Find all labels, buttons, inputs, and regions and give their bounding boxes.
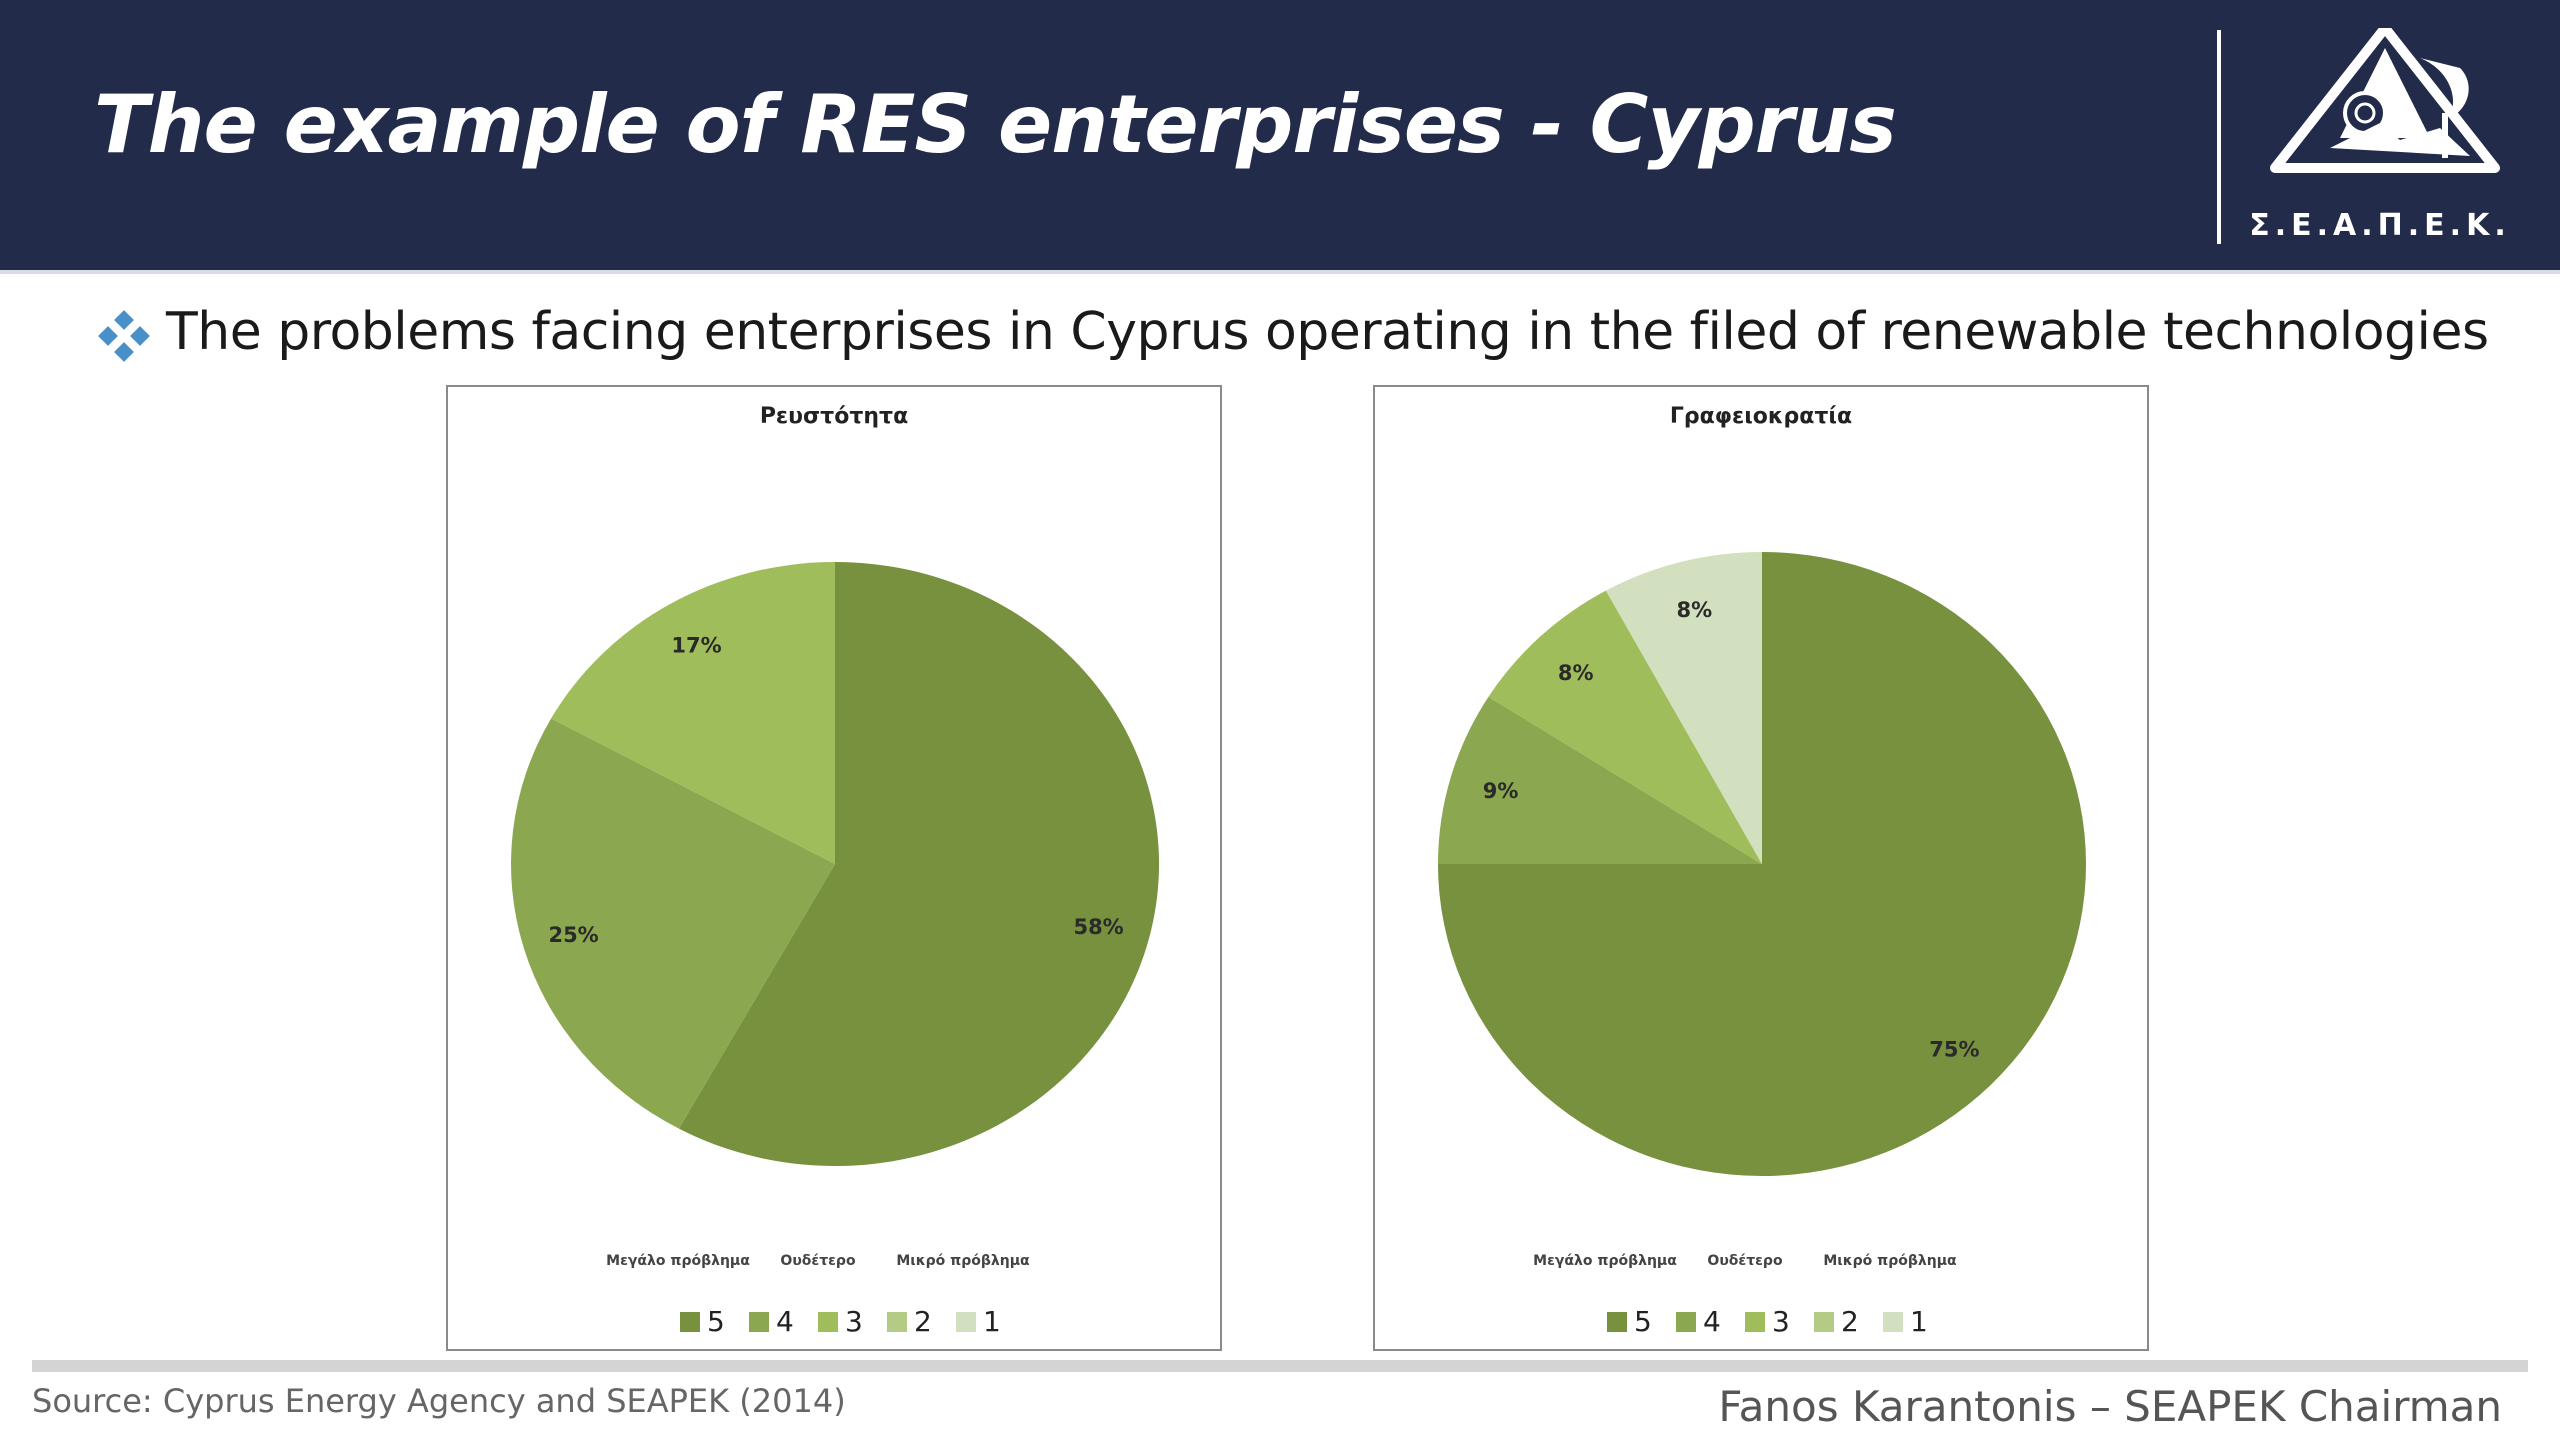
legend-label: 1: [1910, 1305, 1928, 1338]
legend-swatch-3: [1745, 1312, 1765, 1332]
chart-panel-bureaucracy: Γραφειοκρατία 75% 9% 8% 8% Μεγάλο πρόβλημα Ουδ…: [1373, 385, 2149, 1351]
pie-slice-3: [551, 562, 835, 864]
legend-swatch-4: [749, 1312, 769, 1332]
footer-rule: [32, 1360, 2528, 1372]
header-underline: [0, 270, 2560, 274]
scale-label: Μικρό πρόβλημα: [896, 1253, 1030, 1269]
legend-label: 2: [1841, 1305, 1859, 1338]
legend-swatch-3: [818, 1312, 838, 1332]
legend-label: 3: [845, 1305, 863, 1338]
pie-chart-bureaucracy: Γραφειοκρατία 75% 9% 8% 8% Μεγάλο πρόβλημα Ουδ…: [1438, 404, 2086, 1338]
scale-label: Μεγάλο πρόβλημα: [606, 1253, 750, 1269]
legend-swatch-2: [887, 1312, 907, 1332]
slide-title: The example of RES enterprises - Cyprus: [94, 78, 1897, 171]
chart-title: Ρευστότητα: [760, 404, 908, 429]
pie-slice-4: [511, 718, 835, 1129]
scale-label: Μικρό πρόβλημα: [1823, 1253, 1957, 1269]
scale-label: Ουδέτερο: [780, 1253, 856, 1269]
legend-label: 4: [1703, 1305, 1721, 1338]
author-credit: Fanos Karantonis – SEAPEK Chairman: [1718, 1382, 2502, 1431]
legend-swatch-5: [680, 1312, 700, 1332]
diamond-cluster-icon: [98, 310, 150, 362]
legend-label: 2: [914, 1305, 932, 1338]
legend-swatch-1: [1883, 1312, 1903, 1332]
data-label: 9%: [1483, 779, 1519, 803]
legend-swatch-5: [1607, 1312, 1627, 1332]
header-divider: [2217, 30, 2221, 244]
legend-label: 5: [1634, 1305, 1652, 1338]
scale-label: Ουδέτερο: [1707, 1253, 1783, 1269]
source-note: Source: Cyprus Energy Agency and SEAPEK …: [32, 1382, 846, 1420]
data-label: 58%: [1073, 915, 1123, 939]
slide-header: The example of RES enterprises - Cyprus …: [0, 0, 2560, 270]
legend-label: 4: [776, 1305, 794, 1338]
data-label: 8%: [1676, 598, 1712, 622]
pie-slice-3: [1488, 590, 1762, 864]
seapek-logo-icon: [2270, 28, 2500, 173]
legend-label: 5: [707, 1305, 725, 1338]
data-label: 75%: [1929, 1037, 1979, 1061]
data-label: 17%: [671, 634, 721, 658]
bullet-text: The problems facing enterprises in Cypru…: [166, 302, 2489, 362]
legend-swatch-4: [1676, 1312, 1696, 1332]
legend-label: 1: [983, 1305, 1001, 1338]
scale-label: Μεγάλο πρόβλημα: [1533, 1253, 1677, 1269]
pie-chart-liquidity: Ρευστότητα 58% 25% 17% Μεγάλο πρόβλημα Ουδέτε…: [511, 404, 1160, 1338]
chart-title: Γραφειοκρατία: [1670, 404, 1852, 429]
data-label: 25%: [548, 923, 598, 947]
logo-text: Σ.Ε.Α.Π.Ε.Κ.: [2249, 208, 2511, 243]
legend-swatch-1: [956, 1312, 976, 1332]
legend-label: 3: [1772, 1305, 1790, 1338]
legend-swatch-2: [1814, 1312, 1834, 1332]
chart-panel-liquidity: Ρευστότητα 58% 25% 17% Μεγάλο πρόβλημα Ουδέτε…: [446, 385, 1222, 1351]
pie-slice-4: [1438, 696, 1762, 864]
data-label: 8%: [1558, 661, 1594, 685]
pie-slice-5: [678, 562, 1160, 1166]
pie-slice-1: [1605, 552, 1762, 864]
